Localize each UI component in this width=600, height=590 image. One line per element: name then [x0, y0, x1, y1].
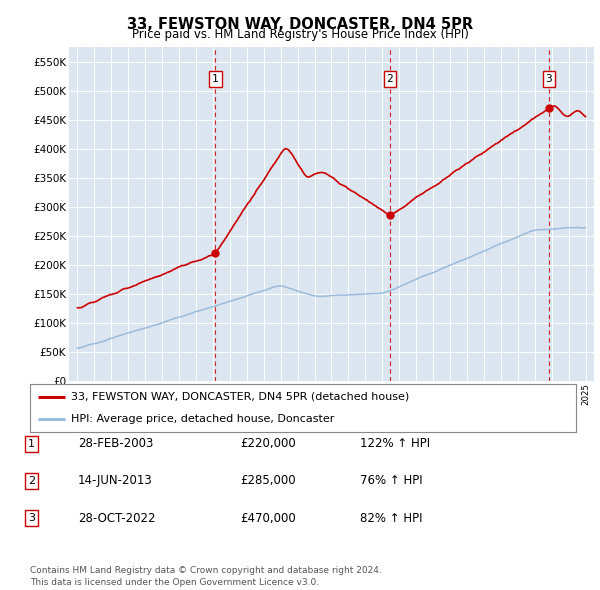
Text: £470,000: £470,000 [240, 512, 296, 525]
Text: 76% ↑ HPI: 76% ↑ HPI [360, 474, 422, 487]
Text: 33, FEWSTON WAY, DONCASTER, DN4 5PR: 33, FEWSTON WAY, DONCASTER, DN4 5PR [127, 17, 473, 31]
Text: 28-OCT-2022: 28-OCT-2022 [78, 512, 155, 525]
Text: 14-JUN-2013: 14-JUN-2013 [78, 474, 153, 487]
Text: £220,000: £220,000 [240, 437, 296, 450]
Text: 3: 3 [28, 513, 35, 523]
Text: 2: 2 [28, 476, 35, 486]
Text: 3: 3 [545, 74, 552, 84]
Text: 1: 1 [28, 439, 35, 448]
Text: HPI: Average price, detached house, Doncaster: HPI: Average price, detached house, Donc… [71, 414, 334, 424]
Text: Price paid vs. HM Land Registry's House Price Index (HPI): Price paid vs. HM Land Registry's House … [131, 28, 469, 41]
Text: £285,000: £285,000 [240, 474, 296, 487]
Text: 33, FEWSTON WAY, DONCASTER, DN4 5PR (detached house): 33, FEWSTON WAY, DONCASTER, DN4 5PR (det… [71, 392, 409, 402]
Text: 82% ↑ HPI: 82% ↑ HPI [360, 512, 422, 525]
Text: 122% ↑ HPI: 122% ↑ HPI [360, 437, 430, 450]
Text: 28-FEB-2003: 28-FEB-2003 [78, 437, 154, 450]
Text: 1: 1 [212, 74, 219, 84]
Text: 2: 2 [386, 74, 394, 84]
Text: Contains HM Land Registry data © Crown copyright and database right 2024.
This d: Contains HM Land Registry data © Crown c… [30, 566, 382, 587]
